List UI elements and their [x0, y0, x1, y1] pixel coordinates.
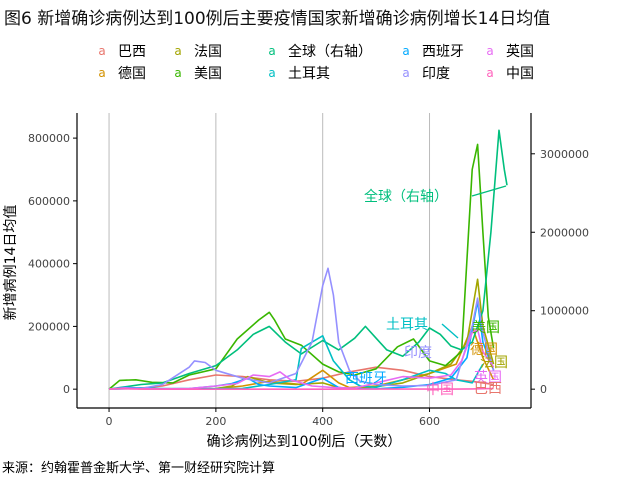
x-tick-label: 200 — [205, 415, 226, 428]
legend-key-usa: a — [174, 66, 182, 80]
legend-label-brazil: 巴西 — [118, 44, 146, 60]
legend-label-spain: 西班牙 — [422, 44, 464, 60]
source-note: 来源：约翰霍普金斯大学、第一财经研究院计算 — [2, 461, 276, 476]
legend-label-turkey: 土耳其 — [288, 66, 330, 82]
legend-key-germany: a — [98, 66, 106, 80]
legend-item-world: a 全球（右轴） — [266, 41, 400, 61]
series-line — [108, 267, 495, 390]
legend-item-india: a 印度 — [400, 63, 484, 83]
legend-item-france: a 法国 — [172, 41, 266, 61]
legend-key-spain: a — [402, 44, 410, 58]
annotation-label: 全球（右轴） — [364, 188, 448, 205]
y-tick-label: 0 — [63, 383, 70, 396]
chart-legend: a 巴西 a 法国 a 全球（右轴） a 西班牙 a 英国 a 德国 a 美国 — [96, 40, 566, 84]
y2-tick-label: 2000000 — [540, 226, 589, 239]
legend-key-uk: a — [486, 44, 494, 58]
series-line — [108, 325, 495, 390]
y2-tick-label: 0 — [540, 383, 547, 396]
legend-item-china: a 中国 — [484, 63, 554, 83]
legend-label-germany: 德国 — [118, 66, 146, 82]
legend-label-france: 法国 — [194, 44, 222, 60]
y-tick-label: 200000 — [28, 320, 70, 333]
x-axis-title: 确诊病例达到100例后（天数） — [207, 434, 402, 450]
x-tick-label: 0 — [106, 415, 113, 428]
legend-key-china: a — [486, 66, 494, 80]
series-line — [108, 278, 495, 390]
annotation-label: 印度 — [404, 345, 432, 361]
y-tick-label: 600000 — [28, 195, 70, 208]
annotation-label: 西班牙 — [345, 371, 387, 387]
legend-label-india: 印度 — [422, 66, 450, 82]
legend-item-uk: a 英国 — [484, 41, 554, 61]
y-tick-label: 800000 — [28, 132, 70, 145]
y2-tick-label: 3000000 — [540, 148, 589, 161]
legend-row: a 巴西 a 法国 a 全球（右轴） a 西班牙 a 英国 — [96, 40, 566, 62]
annotation-label: 英国 — [474, 369, 502, 386]
legend-key-france: a — [174, 44, 182, 58]
annotation-leader — [441, 323, 459, 339]
legend-key-turkey: a — [268, 66, 276, 80]
y2-tick-label: 1000000 — [540, 305, 589, 318]
series-line — [108, 387, 494, 391]
annotation-label: 土耳其 — [386, 317, 428, 333]
legend-item-germany: a 德国 — [96, 63, 172, 83]
annotation-label: 美国 — [472, 320, 500, 336]
annotation-label: 德国 — [470, 342, 498, 358]
legend-item-brazil: a 巴西 — [96, 41, 172, 61]
legend-row: a 德国 a 美国 a 土耳其 a 印度 a 中国 — [96, 62, 566, 84]
legend-key-world: a — [268, 44, 276, 58]
annotation-label: 巴西 — [474, 381, 502, 397]
legend-item-usa: a 美国 — [172, 63, 266, 83]
legend-label-usa: 美国 — [194, 66, 222, 82]
legend-key-india: a — [402, 66, 410, 80]
chart-title: 图6 新增确诊病例达到100例后主要疫情国家新增确诊病例增长14日均值 — [4, 9, 551, 29]
legend-label-uk: 英国 — [506, 44, 534, 60]
y-tick-label: 400000 — [28, 258, 70, 271]
y-axis-title: 新增病例14日均值 — [3, 205, 19, 321]
legend-key-brazil: a — [98, 44, 106, 58]
annotation-label: 中国 — [426, 382, 454, 398]
x-tick-label: 600 — [419, 415, 440, 428]
legend-item-spain: a 西班牙 — [400, 41, 484, 61]
annotation-leader — [471, 185, 507, 197]
annotation-label: 法国 — [480, 355, 508, 371]
series-line — [108, 143, 495, 390]
legend-item-turkey: a 土耳其 — [266, 63, 400, 83]
series-line — [108, 129, 508, 390]
legend-label-china: 中国 — [506, 66, 534, 82]
x-tick-label: 400 — [312, 415, 333, 428]
legend-label-world: 全球（右轴） — [288, 44, 372, 60]
